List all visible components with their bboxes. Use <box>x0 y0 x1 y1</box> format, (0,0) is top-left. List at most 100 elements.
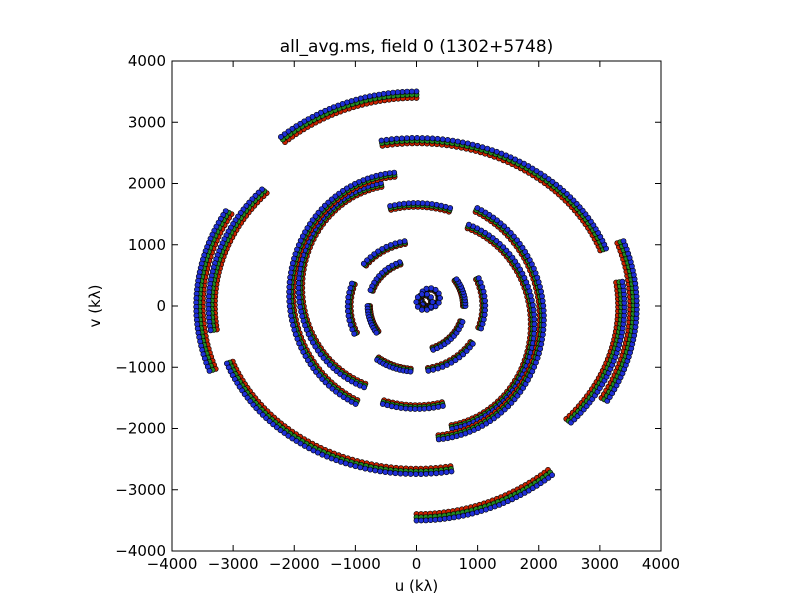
data-point <box>290 322 296 329</box>
data-point <box>539 293 545 300</box>
data-point <box>540 331 546 338</box>
data-point <box>531 321 538 327</box>
data-point <box>463 348 470 354</box>
data-point <box>288 312 294 319</box>
data-point <box>288 317 295 324</box>
data-point <box>474 205 481 211</box>
data-point <box>270 421 276 428</box>
data-point <box>394 89 401 96</box>
data-point <box>539 297 546 304</box>
data-point <box>347 461 354 468</box>
data-point <box>429 135 436 142</box>
y-tick-label: 1000 <box>128 236 166 254</box>
data-point <box>295 284 302 291</box>
data-point <box>407 471 414 477</box>
data-point <box>352 401 359 407</box>
data-point <box>286 293 292 300</box>
data-point <box>293 438 300 444</box>
y-axis-label: v (kλ) <box>86 285 104 328</box>
data-point <box>361 384 367 391</box>
x-tick-label: 2000 <box>520 555 558 573</box>
data-point <box>619 278 626 285</box>
data-point <box>541 173 548 180</box>
data-point <box>342 460 349 467</box>
data-point <box>540 326 547 333</box>
data-point <box>346 289 353 296</box>
data-point <box>533 482 540 489</box>
data-point <box>537 170 544 177</box>
data-point <box>414 303 421 310</box>
data-point <box>286 279 293 286</box>
data-point <box>541 317 547 324</box>
data-point <box>531 311 537 318</box>
data-point <box>377 468 384 475</box>
data-point <box>387 469 394 476</box>
data-point <box>351 330 358 337</box>
data-point <box>293 123 300 130</box>
data-point <box>438 202 445 209</box>
y-tick-label: 4000 <box>128 52 166 70</box>
x-tick-label: −1000 <box>330 555 381 573</box>
data-point <box>454 138 461 145</box>
data-point <box>428 285 435 291</box>
data-point <box>414 134 420 141</box>
data-point <box>430 366 437 373</box>
data-point <box>545 176 552 182</box>
data-point <box>376 91 382 98</box>
data-point <box>390 89 396 96</box>
y-tick-label: 0 <box>156 297 166 315</box>
data-point <box>432 516 439 523</box>
data-point <box>459 318 466 325</box>
data-point <box>286 288 292 295</box>
x-tick-label: 3000 <box>581 555 619 573</box>
data-point <box>277 133 284 140</box>
data-point <box>437 295 443 301</box>
data-point <box>459 139 466 146</box>
data-point <box>367 254 374 260</box>
data-point <box>287 269 294 276</box>
data-point <box>287 274 293 281</box>
data-point <box>456 354 463 361</box>
data-point <box>425 367 432 374</box>
data-point <box>382 469 389 475</box>
data-point <box>479 144 486 151</box>
data-point <box>371 92 378 99</box>
data-point <box>539 336 545 343</box>
data-point <box>480 316 487 323</box>
data-point <box>451 514 457 521</box>
data-point <box>489 147 495 153</box>
data-point <box>367 466 374 473</box>
data-point <box>397 470 404 477</box>
y-tick-label: 2000 <box>128 175 166 193</box>
data-point <box>474 142 481 149</box>
data-point <box>541 312 547 319</box>
data-point <box>418 306 425 313</box>
data-point <box>362 465 369 472</box>
data-point <box>403 135 410 141</box>
data-point <box>388 136 395 143</box>
data-point <box>465 221 472 228</box>
data-point <box>449 137 456 144</box>
data-point <box>345 312 352 319</box>
data-point <box>337 458 344 465</box>
data-point <box>453 276 460 283</box>
axis-ticks: −4000 −3000 −2000 −1000 0 1000 2000 3000 4000 −40… <box>115 52 680 573</box>
data-point <box>533 168 540 174</box>
data-point <box>388 403 395 410</box>
data-point <box>281 430 288 436</box>
chart-title: all_avg.ms, field 0 (1302+5748) <box>280 37 554 57</box>
data-point <box>286 284 293 290</box>
data-point <box>207 327 214 334</box>
data-point <box>378 137 385 144</box>
data-point <box>398 135 405 142</box>
data-point <box>620 238 627 244</box>
data-point <box>540 322 547 328</box>
x-tick-label: −3000 <box>208 555 259 573</box>
data-point <box>435 403 442 410</box>
data-point <box>508 399 515 406</box>
data-point <box>405 200 412 207</box>
data-point <box>336 391 343 398</box>
data-point <box>313 368 319 375</box>
data-point <box>537 345 544 352</box>
